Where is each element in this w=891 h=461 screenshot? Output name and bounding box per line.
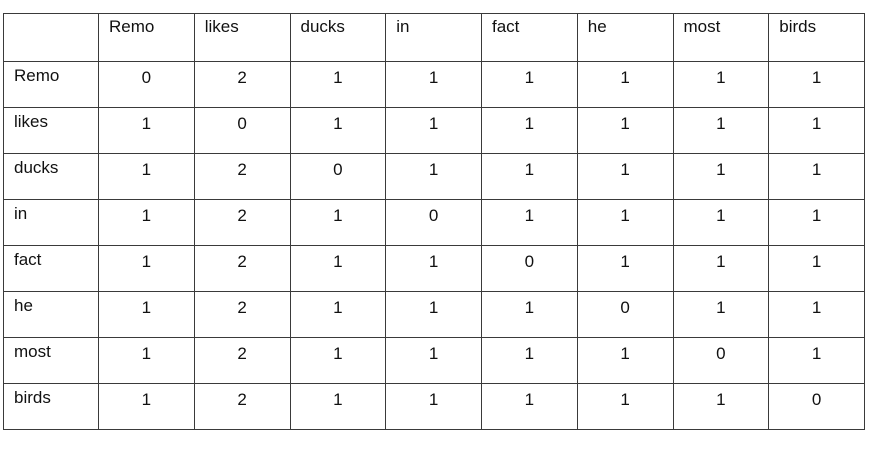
column-header: fact — [481, 13, 578, 62]
column-header: most — [672, 13, 770, 62]
table-cell: 2 — [193, 153, 291, 200]
table-cell: 1 — [98, 383, 195, 430]
table-row: fact 1 2 1 1 0 1 1 1 — [3, 245, 865, 292]
table-cell: 1 — [481, 199, 578, 246]
row-header: birds — [3, 383, 99, 430]
table-cell: 1 — [98, 153, 195, 200]
table-cell: 1 — [768, 199, 865, 246]
table-cell: 0 — [98, 61, 195, 108]
table-cell: 0 — [289, 153, 387, 200]
table-cell: 1 — [385, 337, 482, 384]
table-row: likes 1 0 1 1 1 1 1 1 — [3, 107, 865, 154]
table-cell: 0 — [672, 337, 770, 384]
table-cell: 2 — [193, 61, 291, 108]
table-cell: 1 — [385, 383, 482, 430]
table-cell: 0 — [193, 107, 291, 154]
table-cell: 1 — [768, 153, 865, 200]
table-cell: 1 — [98, 337, 195, 384]
column-header: he — [576, 13, 674, 62]
table-cell: 1 — [289, 291, 387, 338]
table-cell: 1 — [481, 337, 578, 384]
table-cell: 1 — [385, 107, 482, 154]
column-header: likes — [193, 13, 291, 62]
table-cell: 1 — [289, 383, 387, 430]
table-cell: 1 — [481, 153, 578, 200]
table-cell: 1 — [672, 291, 770, 338]
table-cell: 2 — [193, 245, 291, 292]
table-cell: 0 — [768, 383, 865, 430]
table-cell: 1 — [672, 245, 770, 292]
table-cell: 1 — [289, 245, 387, 292]
table-cell: 2 — [193, 291, 291, 338]
table-cell: 1 — [576, 337, 674, 384]
row-header: in — [3, 199, 99, 246]
table-row: in 1 2 1 0 1 1 1 1 — [3, 199, 865, 246]
table-cell: 0 — [481, 245, 578, 292]
table-cell: 1 — [481, 61, 578, 108]
table-cell: 1 — [98, 107, 195, 154]
table-cell: 1 — [98, 245, 195, 292]
table-cell: 1 — [768, 291, 865, 338]
table-cell: 1 — [289, 61, 387, 108]
row-header: he — [3, 291, 99, 338]
table-cell: 1 — [576, 245, 674, 292]
table-header: Remo likes ducks in fact he most birds — [3, 13, 865, 62]
table-cell: 2 — [193, 383, 291, 430]
word-matrix-table: Remo likes ducks in fact he most birds R… — [3, 13, 865, 430]
table-cell: 1 — [576, 383, 674, 430]
column-header: birds — [768, 13, 865, 62]
table-cell: 1 — [672, 383, 770, 430]
table-cell: 1 — [481, 383, 578, 430]
table-cell: 0 — [576, 291, 674, 338]
table-cell: 1 — [576, 153, 674, 200]
table-cell: 1 — [385, 61, 482, 108]
table-cell: 1 — [481, 107, 578, 154]
column-header: Remo — [98, 13, 195, 62]
table-cell: 1 — [98, 291, 195, 338]
table-cell: 2 — [193, 337, 291, 384]
table-cell: 1 — [576, 199, 674, 246]
table-cell: 1 — [289, 199, 387, 246]
table-row: he 1 2 1 1 1 0 1 1 — [3, 291, 865, 338]
table-cell: 1 — [768, 61, 865, 108]
table-row: ducks 1 2 0 1 1 1 1 1 — [3, 153, 865, 200]
table-cell: 1 — [289, 337, 387, 384]
table-cell: 1 — [289, 107, 387, 154]
table-cell: 1 — [768, 107, 865, 154]
corner-cell — [3, 13, 99, 62]
table-row: Remo 0 2 1 1 1 1 1 1 — [3, 61, 865, 108]
table-cell: 1 — [385, 291, 482, 338]
table-cell: 1 — [672, 153, 770, 200]
table-cell: 1 — [768, 245, 865, 292]
table-cell: 1 — [672, 199, 770, 246]
table-cell: 1 — [576, 61, 674, 108]
table-cell: 0 — [385, 199, 482, 246]
table-cell: 1 — [385, 245, 482, 292]
header-row: Remo likes ducks in fact he most birds — [3, 13, 865, 62]
column-header: ducks — [289, 13, 387, 62]
table-cell: 1 — [98, 199, 195, 246]
table-cell: 2 — [193, 199, 291, 246]
table-body: Remo 0 2 1 1 1 1 1 1 likes 1 0 1 1 1 1 1… — [3, 61, 865, 430]
row-header: most — [3, 337, 99, 384]
table-row: birds 1 2 1 1 1 1 1 0 — [3, 383, 865, 430]
row-header: Remo — [3, 61, 99, 108]
column-header: in — [385, 13, 482, 62]
row-header: ducks — [3, 153, 99, 200]
table-cell: 1 — [385, 153, 482, 200]
table-cell: 1 — [768, 337, 865, 384]
table-cell: 1 — [672, 107, 770, 154]
table-row: most 1 2 1 1 1 1 0 1 — [3, 337, 865, 384]
table-cell: 1 — [672, 61, 770, 108]
row-header: likes — [3, 107, 99, 154]
table-cell: 1 — [576, 107, 674, 154]
row-header: fact — [3, 245, 99, 292]
table-cell: 1 — [481, 291, 578, 338]
